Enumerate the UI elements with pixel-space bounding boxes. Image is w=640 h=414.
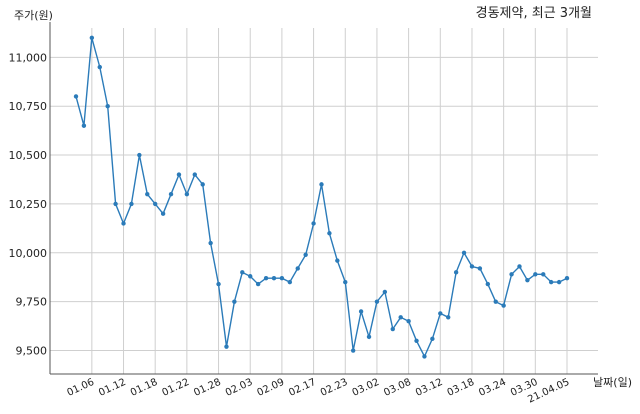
data-point <box>184 191 190 197</box>
data-point <box>358 309 364 314</box>
data-point <box>382 289 388 295</box>
data-point <box>501 303 506 308</box>
data-point <box>430 336 435 342</box>
y-tick-label: 9,750 <box>16 296 48 309</box>
data-point <box>121 221 126 226</box>
data-point <box>137 152 142 158</box>
data-point <box>240 270 245 275</box>
data-point <box>533 272 538 277</box>
data-point <box>311 221 316 226</box>
x-tick-label: 02.23 <box>319 377 350 399</box>
axes <box>49 22 598 375</box>
data-point <box>398 315 403 320</box>
data-point <box>343 279 348 285</box>
data-point <box>517 264 522 269</box>
data-point <box>422 354 427 359</box>
data-point <box>414 338 419 343</box>
data-point <box>129 201 134 207</box>
data-point <box>89 35 95 40</box>
data-point <box>152 201 158 207</box>
data-point <box>160 211 166 216</box>
data-point <box>248 274 253 279</box>
data-point <box>168 191 174 197</box>
data-point <box>493 299 498 304</box>
x-tick-label: 01.12 <box>97 377 128 399</box>
x-axis-label: 날짜(일) <box>593 375 632 389</box>
y-ticks: 9,500 9,750 10,000 10,250 10,500 10,750 11,000 <box>9 51 48 357</box>
data-point <box>525 277 530 283</box>
data-point <box>453 270 459 275</box>
data-point <box>335 258 340 263</box>
data-point <box>113 201 118 207</box>
x-ticks: 01.06 01.12 01.18 01.22 01.28 02.03 02.09 02.17… <box>66 377 572 406</box>
data-point <box>73 94 79 99</box>
data-point <box>390 326 395 332</box>
data-point <box>145 191 150 197</box>
data-point <box>327 231 332 236</box>
data-point <box>541 272 546 277</box>
data-point <box>208 240 213 246</box>
x-tick-label: 01.18 <box>129 377 160 399</box>
x-tick-label: 03.24 <box>477 377 508 399</box>
data-point <box>200 182 205 187</box>
x-tick-label: 01.06 <box>66 377 97 399</box>
data-point <box>216 281 221 287</box>
data-point <box>97 64 102 70</box>
x-tick-label: 02.03 <box>224 377 255 399</box>
x-tick-label: 02.17 <box>287 377 318 399</box>
data-point <box>303 252 308 257</box>
data-point <box>192 172 197 177</box>
data-point <box>255 281 261 287</box>
y-tick-label: 9,500 <box>16 345 48 358</box>
data-point <box>350 348 356 353</box>
data-point <box>485 281 491 287</box>
data-point <box>263 276 269 281</box>
data-point <box>438 311 443 316</box>
x-tick-label: 03.02 <box>351 377 382 399</box>
data-point <box>105 103 110 109</box>
data-point <box>509 272 514 277</box>
data-point <box>287 279 293 285</box>
data-point <box>232 299 237 304</box>
x-tick-label: 03.08 <box>382 377 413 399</box>
data-point <box>564 276 570 281</box>
x-tick-label: 01.28 <box>192 377 223 399</box>
data-point <box>461 250 467 256</box>
data-point <box>548 279 554 285</box>
data-point <box>556 279 562 285</box>
grid <box>50 28 598 374</box>
x-tick-label: 03.12 <box>414 377 445 399</box>
data-point <box>366 334 372 340</box>
y-tick-label: 10,000 <box>9 247 48 260</box>
y-tick-label: 10,500 <box>9 149 48 162</box>
data-point <box>406 319 411 324</box>
data-point <box>279 276 285 281</box>
x-tick-label: 02.09 <box>256 377 287 399</box>
data-point <box>271 276 277 281</box>
x-tick-label: 01.22 <box>161 377 192 399</box>
data-point <box>224 344 229 349</box>
y-tick-label: 10,250 <box>9 198 48 211</box>
data-point <box>319 182 324 187</box>
data-point <box>446 315 451 320</box>
data-point <box>469 264 475 269</box>
y-axis-label: 주가(원) <box>14 9 53 22</box>
data-point <box>477 266 483 271</box>
chart-title: 경동제약, 최근 3개월 <box>476 6 592 21</box>
y-tick-label: 10,750 <box>9 100 48 113</box>
series-line <box>75 37 568 359</box>
data-point <box>81 123 87 128</box>
data-point <box>176 172 182 177</box>
data-point <box>295 266 300 271</box>
data-point <box>374 299 380 304</box>
x-tick-label: 03.18 <box>446 377 477 399</box>
series <box>73 35 570 359</box>
y-tick-label: 11,000 <box>9 51 48 64</box>
